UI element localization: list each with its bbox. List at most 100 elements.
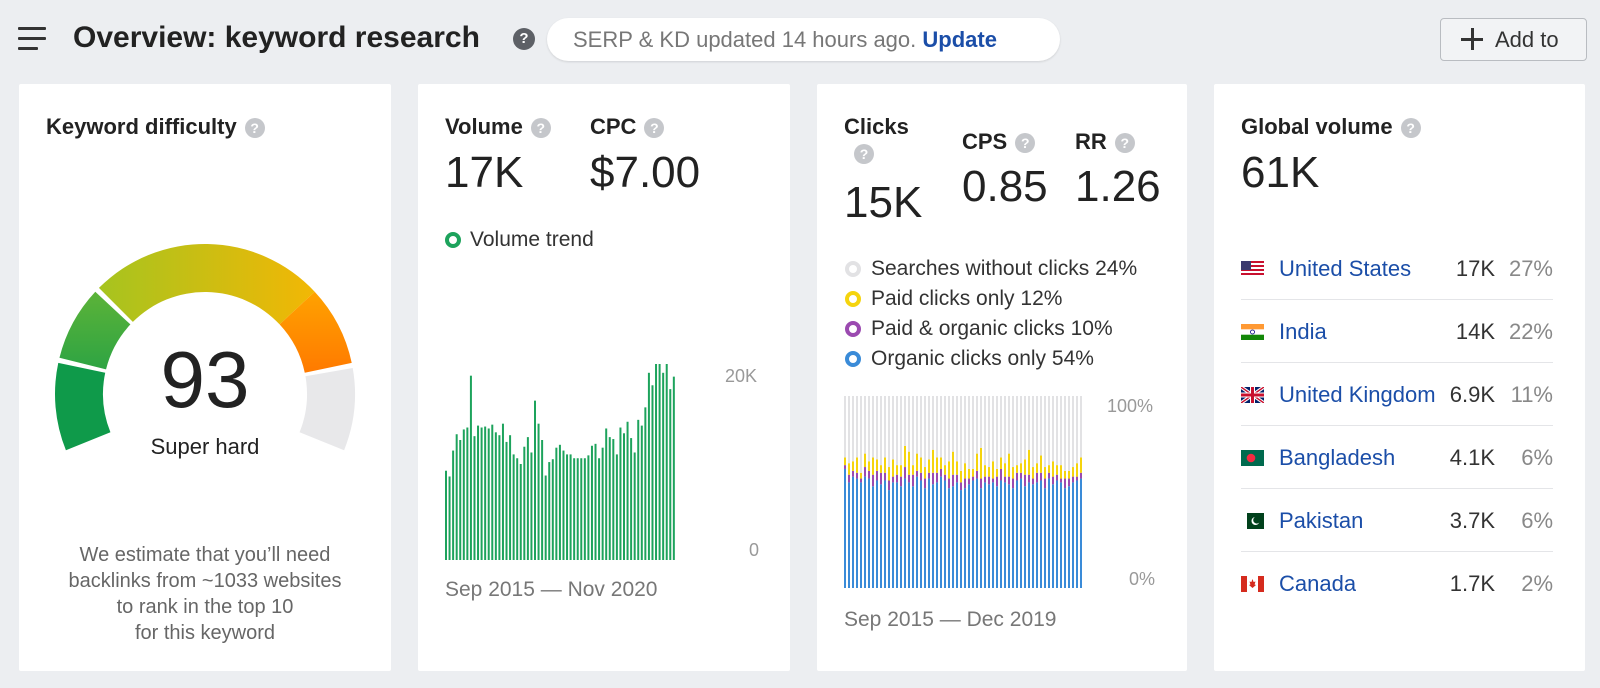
country-link-pakistan[interactable]: Pakistan [1279, 508, 1364, 533]
clicks-bar-segment [1064, 396, 1066, 471]
clicks-bar-segment [848, 396, 850, 464]
clicks-bar-segment [976, 478, 978, 588]
update-link[interactable]: Update [922, 27, 997, 52]
clicks-bar-segment [972, 468, 974, 477]
gauge-segment-hard [98, 244, 315, 325]
clicks-bar-segment [1008, 453, 1010, 477]
legend-item[interactable]: Paid clicks only 12% [845, 284, 1137, 314]
clicks-bar-segment [872, 396, 874, 458]
clicks-bar-segment [1076, 480, 1078, 588]
volume-bar [594, 443, 597, 560]
clicks-legend: Searches without clicks 24% Paid clicks … [845, 254, 1137, 374]
volume-bar [566, 454, 569, 560]
country-link-united-kingdom[interactable]: United Kingdom [1279, 382, 1436, 407]
clicks-card: Clicks ? 15K CPS? 0.85 RR? 1.26 Searches… [817, 84, 1187, 671]
clicks-bar-segment [912, 465, 914, 475]
country-volume: 6.9K [1449, 382, 1495, 407]
global-volume-label: Global volume? [1241, 114, 1421, 140]
country-volume: 17K [1455, 256, 1495, 281]
volume-bar [665, 364, 668, 560]
clicks-bar-segment [1036, 472, 1038, 483]
clicks-bar-segment [988, 484, 990, 588]
add-to-button[interactable]: Add to [1440, 18, 1587, 61]
clicks-bar-segment [1000, 457, 1002, 469]
help-icon[interactable]: ? [530, 118, 551, 138]
clicks-bar-segment [980, 488, 982, 588]
clicks-bar-segment [860, 478, 862, 483]
help-icon[interactable]: ? [1114, 133, 1135, 153]
clicks-bar-segment [856, 457, 858, 473]
clicks-bar-segment [1040, 396, 1042, 456]
volume-bar [501, 423, 504, 560]
country-row: India 14K 22% [1241, 300, 1553, 363]
volume-bar [459, 440, 462, 560]
clicks-bar-segment [1036, 396, 1038, 464]
volume-bar [551, 459, 554, 560]
legend-item[interactable]: Organic clicks only 54% [845, 344, 1137, 374]
clicks-bar-segment [944, 396, 946, 466]
clicks-bar-segment [940, 457, 942, 469]
global-volume-card: Global volume? 61K United States 17K 27%… [1214, 84, 1585, 671]
clicks-bar-segment [864, 467, 866, 477]
country-link-bangladesh[interactable]: Bangladesh [1279, 445, 1396, 470]
country-row: Pakistan 3.7K 6% [1241, 489, 1553, 552]
clicks-date-range: Sep 2015 — Dec 2019 [844, 608, 1057, 631]
help-icon[interactable]: ? [513, 28, 535, 50]
volume-bar [623, 433, 625, 560]
clicks-bar-segment [932, 472, 934, 485]
clicks-bar-segment [956, 474, 958, 483]
help-icon[interactable]: ? [1015, 133, 1036, 153]
country-link-united-states[interactable]: United States [1279, 256, 1412, 281]
serp-status-banner: SERP & KD updated 14 hours ago. Update [547, 18, 1060, 61]
legend-dot-icon [845, 321, 861, 337]
clicks-bar-segment [888, 490, 890, 588]
clicks-bar-segment [876, 459, 878, 471]
clicks-bar-segment [1072, 476, 1074, 483]
country-link-canada[interactable]: Canada [1279, 571, 1357, 596]
clicks-bar-segment [1028, 482, 1030, 588]
legend-item[interactable]: Paid & organic clicks 10% [845, 314, 1137, 344]
clicks-bar-segment [1076, 463, 1078, 477]
clicks-bar-segment [960, 470, 962, 483]
clicks-bar-segment [972, 480, 974, 588]
volume-bar [484, 426, 487, 560]
clicks-bar-segment [1056, 396, 1058, 466]
country-volume: 4.1K [1449, 445, 1495, 470]
clicks-bar-segment [876, 480, 878, 588]
clicks-bar-segment [872, 486, 874, 588]
help-icon[interactable]: ? [644, 118, 665, 138]
volume-trend-legend[interactable]: Volume trend [445, 228, 594, 252]
clicks-bar-segment [924, 467, 926, 479]
volume-bar [608, 437, 611, 560]
help-icon[interactable]: ? [854, 144, 874, 164]
clicks-bar-segment [1024, 486, 1026, 588]
volume-bar [473, 436, 476, 560]
clicks-bar-segment [976, 453, 978, 471]
help-icon[interactable]: ? [1400, 118, 1421, 138]
clicks-bar-segment [908, 482, 910, 588]
clicks-bar-segment [968, 478, 970, 485]
clicks-bar-segment [876, 396, 878, 460]
volume-bar [573, 458, 576, 560]
volume-bar [466, 427, 469, 560]
volume-bar [491, 424, 494, 560]
clicks-bar-segment [928, 478, 930, 588]
volume-bar [658, 364, 661, 560]
hamburger-menu-icon[interactable] [18, 27, 46, 51]
clicks-bar-segment [852, 396, 854, 462]
volume-bar [655, 364, 658, 560]
clicks-bar-segment [852, 461, 854, 471]
country-link-india[interactable]: India [1279, 319, 1327, 344]
clicks-axis-bottom: 0% [1129, 569, 1156, 589]
volume-bar [619, 427, 622, 560]
clicks-bar-segment [1072, 482, 1074, 588]
volume-bar [640, 425, 643, 560]
help-icon[interactable]: ? [244, 118, 265, 138]
clicks-bar-segment [844, 465, 846, 469]
clicks-bar-segment [1056, 480, 1058, 588]
legend-item[interactable]: Searches without clicks 24% [845, 254, 1137, 284]
volume-bar [612, 439, 615, 560]
volume-bar [651, 385, 654, 560]
clicks-bar-segment [844, 468, 846, 588]
volume-bar [448, 476, 451, 560]
